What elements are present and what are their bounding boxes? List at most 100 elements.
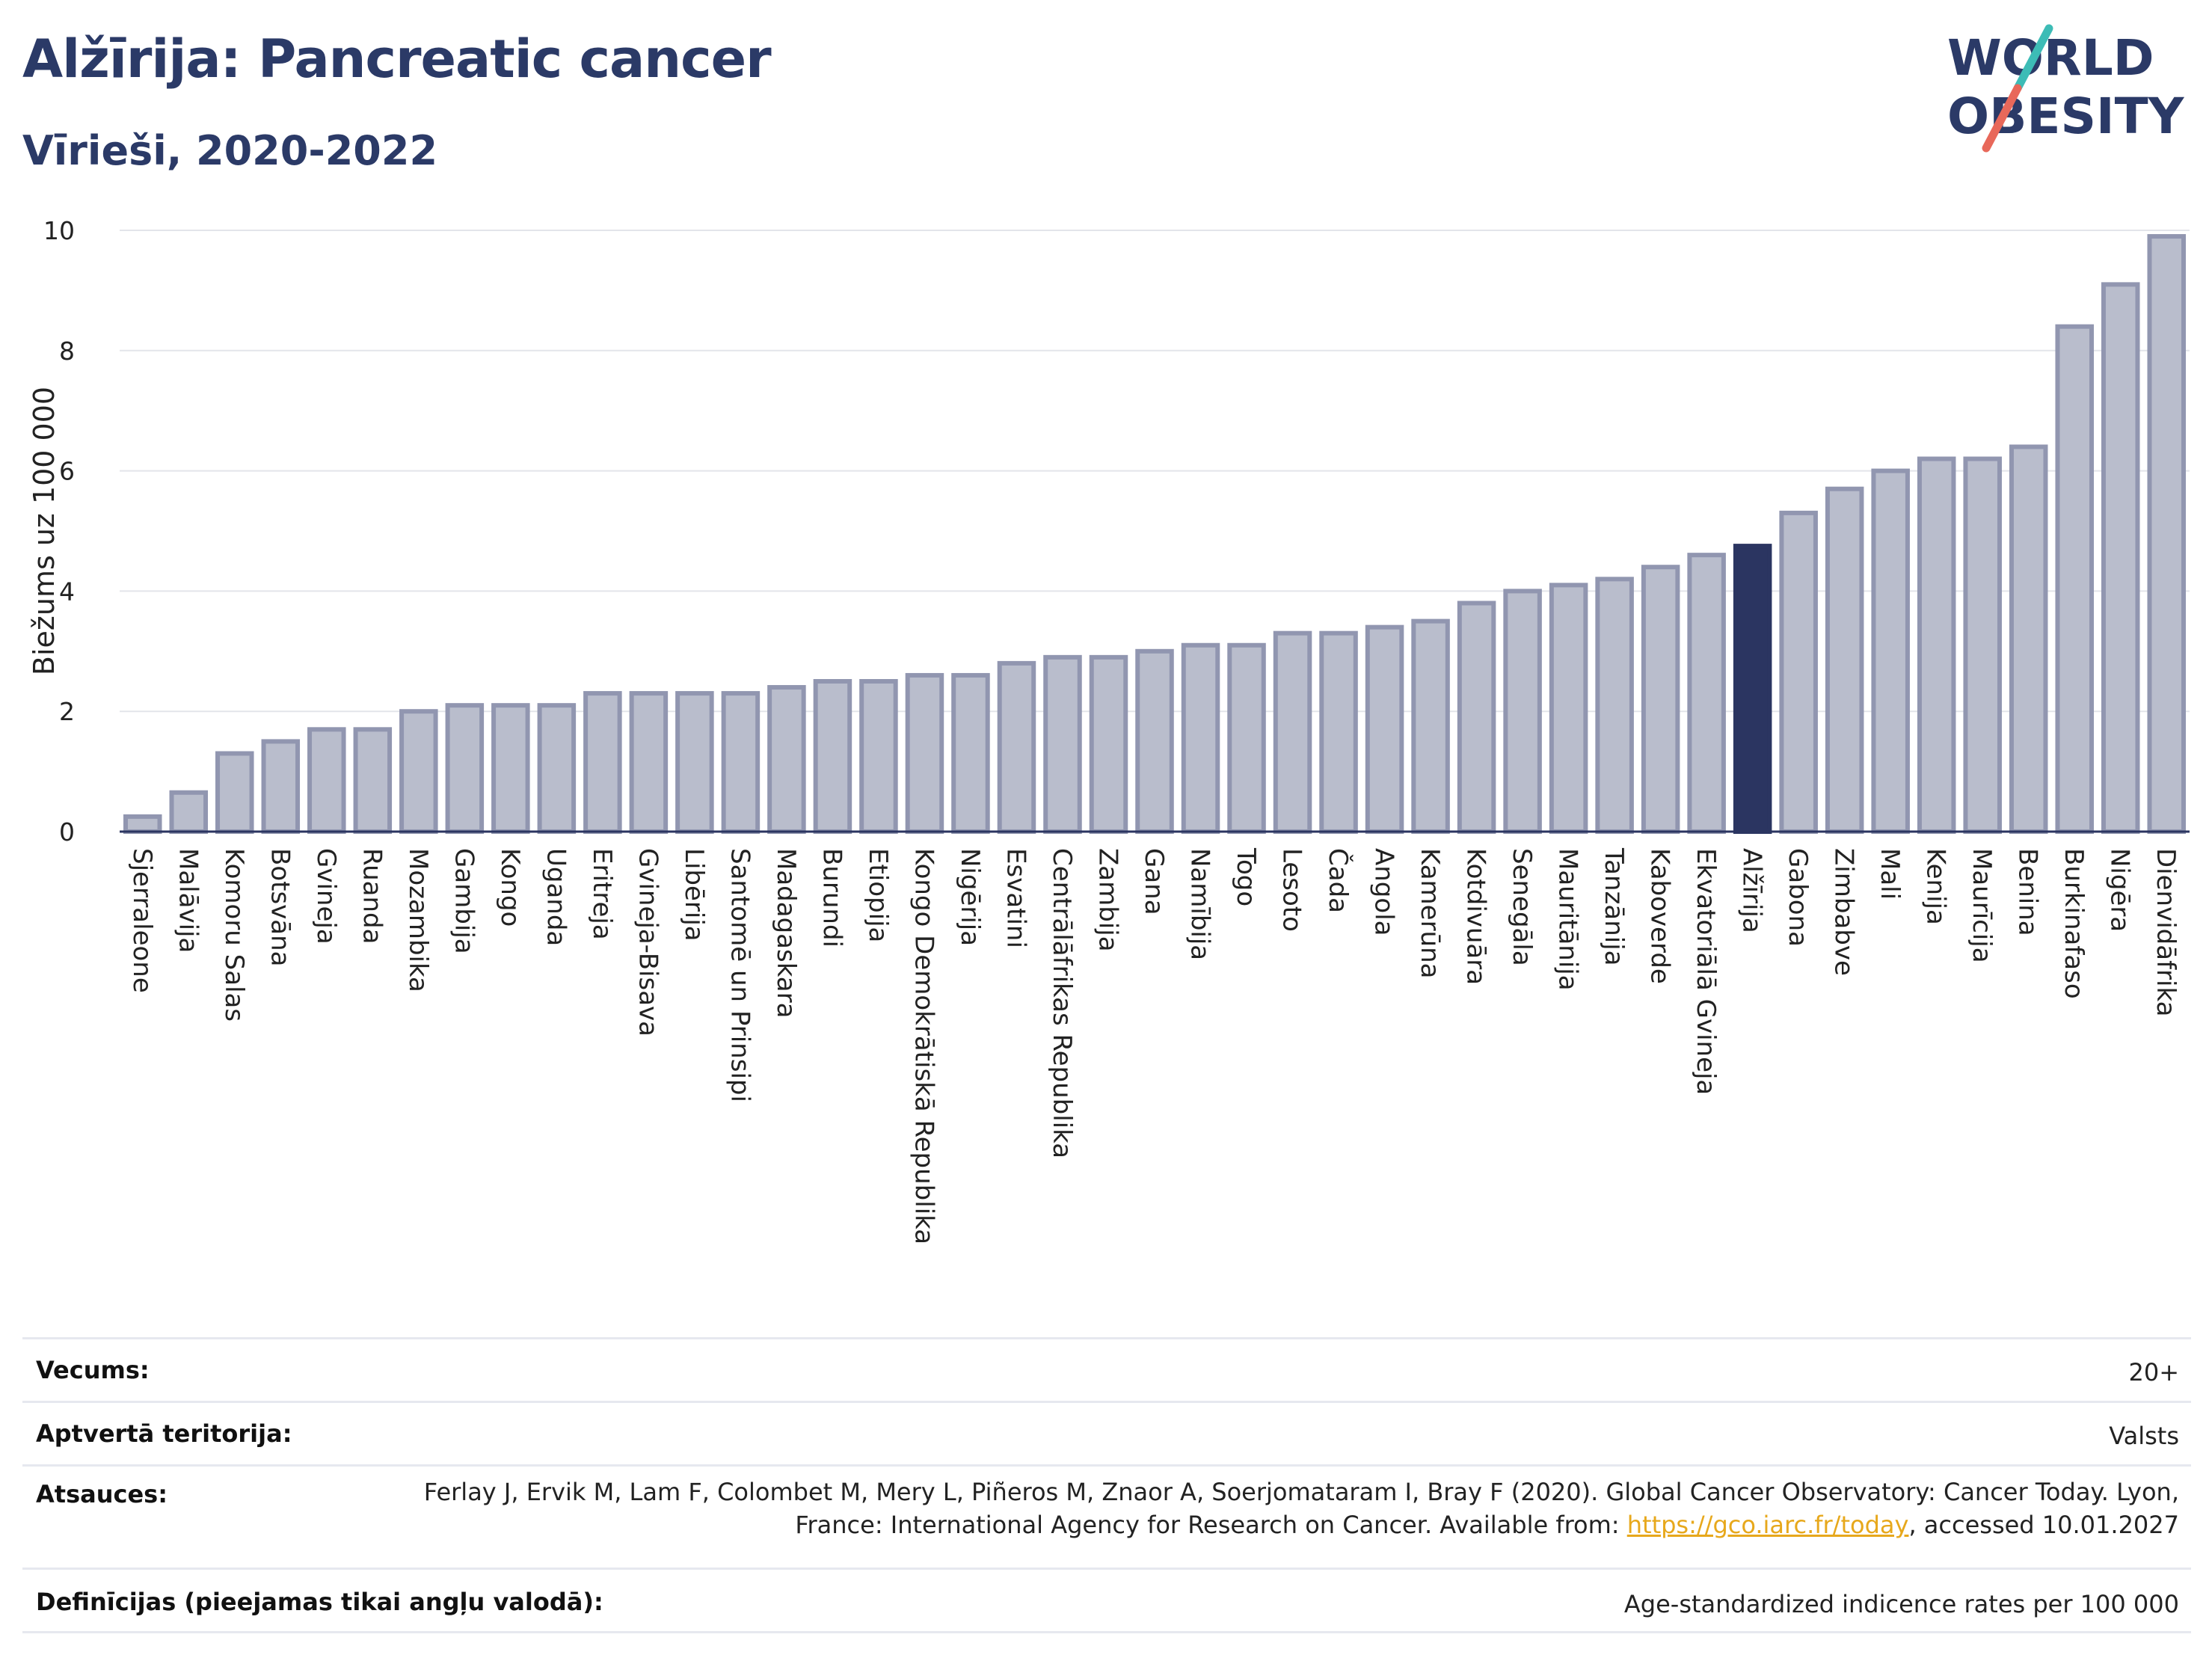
bar xyxy=(1319,630,1358,834)
bar xyxy=(215,751,254,834)
x-tick-label: Alžīrija xyxy=(1737,848,1767,933)
x-tick-label: Ruanda xyxy=(357,848,387,944)
x-tick-label: Gvineja xyxy=(311,848,341,945)
bar xyxy=(2147,234,2187,835)
bar xyxy=(169,790,209,834)
coverage-label: Aptvertā teritorija: xyxy=(36,1419,292,1448)
logo-word-2: OBESITY xyxy=(1947,87,2185,145)
x-tick-label: Burundi xyxy=(817,848,847,948)
x-tick-label: Kaboverde xyxy=(1645,848,1675,984)
x-tick-label: Komoru Salas xyxy=(219,848,249,1022)
x-tick-label: Sjerraleone xyxy=(127,848,157,993)
world-obesity-logo: WORLD OBESITY xyxy=(1947,24,2185,153)
x-tick-label: Angola xyxy=(1369,848,1399,936)
coverage-value: Valsts xyxy=(2109,1422,2179,1450)
x-tick-label: Gambija xyxy=(449,848,479,954)
bar xyxy=(1089,654,1128,835)
logo-word-1: WORLD xyxy=(1947,29,2154,87)
bar xyxy=(1227,642,1266,835)
bar xyxy=(767,685,806,834)
bar xyxy=(629,691,669,835)
references-accessed: , accessed 10.01.2027 xyxy=(1908,1511,2179,1539)
x-tick-label: Gabona xyxy=(1783,848,1813,947)
bar xyxy=(1181,642,1220,835)
references-text: Ferlay J, Ervik M, Lam F, Colombet M, Me… xyxy=(423,1478,2179,1539)
x-tick-label: Tanzānija xyxy=(1599,847,1629,965)
x-tick-label: Gana xyxy=(1139,848,1169,915)
bar xyxy=(1641,565,1680,834)
bar xyxy=(721,691,761,835)
x-tick-label: Libērija xyxy=(679,848,709,942)
x-tick-label: Etiopija xyxy=(863,848,893,942)
bar xyxy=(1411,618,1450,834)
bar xyxy=(859,679,898,834)
bar xyxy=(2055,324,2094,834)
bar xyxy=(1871,468,1910,834)
info-row-age: Vecums: 20+ xyxy=(22,1337,2191,1401)
x-tick-label: Uganda xyxy=(541,848,571,946)
bar xyxy=(2009,444,2048,834)
definitions-value: Age-standardized indicence rates per 100… xyxy=(1623,1590,2179,1618)
bar xyxy=(1733,544,1772,834)
bar xyxy=(1549,583,1588,834)
bar xyxy=(675,691,714,835)
bar-chart: 0 2 4 6 8 10 Biežums uz 100 000 Sjerraleone Malā… xyxy=(28,216,2190,1244)
bar xyxy=(905,672,944,835)
y-axis-title: Biežums uz 100 000 xyxy=(28,387,61,675)
info-row-coverage: Aptvertā teritorija: Valsts xyxy=(22,1401,2191,1464)
logo-slash-teal xyxy=(2013,24,2053,93)
bar xyxy=(2101,282,2140,834)
x-tick-label: Kamerūna xyxy=(1415,848,1445,978)
bar xyxy=(813,679,852,834)
bar xyxy=(1687,553,1726,834)
bar xyxy=(445,703,485,834)
x-tick-label: Kenija xyxy=(1921,848,1951,925)
x-tick-label: Mozambika xyxy=(403,848,433,992)
y-tick-label: 8 xyxy=(59,337,75,366)
page-title: Alžīrija: Pancreatic cancer xyxy=(22,28,772,90)
bar xyxy=(1273,630,1312,834)
x-tick-label: Čada xyxy=(1323,848,1354,913)
x-tick-label: Kotdivuāra xyxy=(1461,848,1491,985)
y-tick-label: 10 xyxy=(43,216,75,245)
x-tick-label: Dienvidāfrika xyxy=(2151,848,2181,1016)
bar xyxy=(1963,456,2002,835)
x-tick-label: Zimbabve xyxy=(1829,848,1859,976)
logo-slash-red xyxy=(1982,84,2022,153)
x-tick-label: Mali xyxy=(1875,848,1905,900)
x-tick-label: Kongo xyxy=(495,848,525,927)
x-tick-label: Santomē un Prinsipi xyxy=(725,848,755,1102)
bar xyxy=(261,739,301,835)
x-tick-label: Mauritānija xyxy=(1553,848,1583,991)
x-tick-label: Burkinafaso xyxy=(2059,848,2089,999)
info-table: Vecums: 20+ Aptvertā teritorija: Valsts … xyxy=(22,1337,2191,1633)
references-link[interactable]: https://gco.iarc.fr/today xyxy=(1626,1511,1909,1539)
y-tick-label: 4 xyxy=(59,577,75,606)
bar xyxy=(537,703,577,834)
bar xyxy=(1135,648,1174,834)
bar xyxy=(399,709,438,835)
bar xyxy=(1825,486,1864,834)
y-tick-label: 6 xyxy=(59,457,75,486)
info-row-references: Atsauces: Ferlay J, Ervik M, Lam F, Colo… xyxy=(22,1464,2191,1568)
references-label: Atsauces: xyxy=(36,1480,168,1508)
x-tick-label: Nigēra xyxy=(2105,848,2135,932)
x-tick-label: Lesoto xyxy=(1277,848,1307,932)
references-value: Ferlay J, Ervik M, Lam F, Colombet M, Me… xyxy=(422,1476,2179,1541)
x-tick-label: Zambija xyxy=(1093,848,1122,952)
y-tick-label: 2 xyxy=(59,697,75,726)
bar xyxy=(1595,577,1634,834)
x-tick-label: Nigērija xyxy=(955,848,985,946)
x-tick-label: Senegāla xyxy=(1507,848,1537,966)
x-tick-label: Botsvāna xyxy=(265,848,295,967)
page-subtitle: Vīrieši, 2020-2022 xyxy=(22,127,438,174)
x-tick-label: Namībija xyxy=(1185,848,1215,960)
info-row-definitions: Definīcijas (pieejamas tikai angļu valod… xyxy=(22,1568,2191,1633)
x-tick-label: Eritreja xyxy=(587,848,617,940)
x-tick-label: Benina xyxy=(2013,848,2043,936)
bar xyxy=(353,727,393,834)
x-tick-label: Ekvatoriālā Gvineja xyxy=(1691,848,1721,1095)
bar xyxy=(1365,624,1404,834)
bar xyxy=(997,660,1036,834)
x-tick-label: Maurīcija xyxy=(1967,848,1997,963)
